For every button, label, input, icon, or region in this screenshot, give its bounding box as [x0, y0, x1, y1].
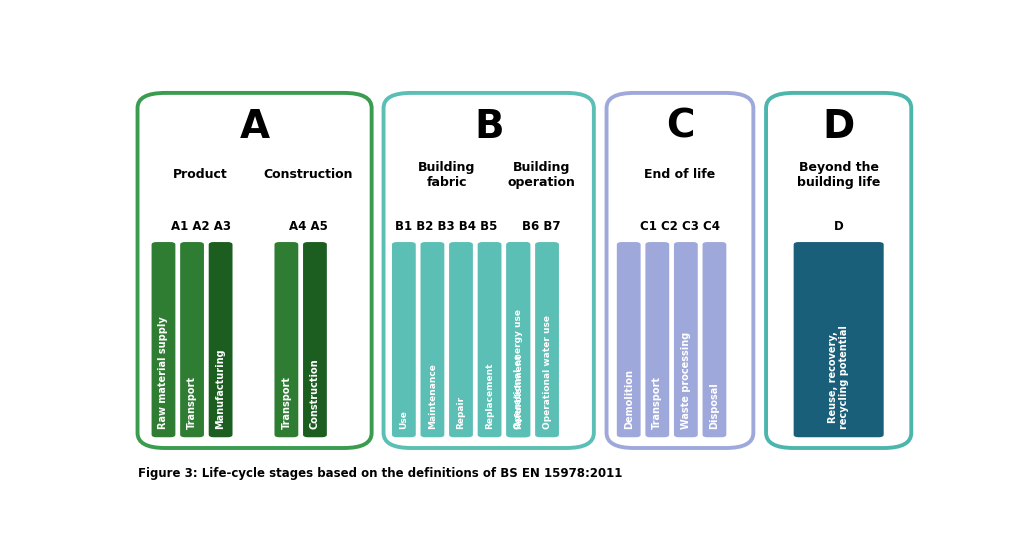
- Text: D: D: [822, 108, 855, 146]
- Text: Waste processing: Waste processing: [681, 332, 691, 429]
- FancyBboxPatch shape: [606, 93, 754, 448]
- Text: A1 A2 A3: A1 A2 A3: [171, 220, 230, 233]
- Text: Refurbishment: Refurbishment: [514, 354, 522, 429]
- Text: B1 B2 B3 B4 B5: B1 B2 B3 B4 B5: [395, 220, 498, 233]
- FancyBboxPatch shape: [702, 242, 726, 437]
- Text: Construction: Construction: [310, 359, 319, 429]
- FancyBboxPatch shape: [421, 242, 444, 437]
- Text: Product: Product: [173, 168, 228, 181]
- Text: Disposal: Disposal: [710, 383, 720, 429]
- Text: Building
operation: Building operation: [507, 160, 575, 188]
- FancyBboxPatch shape: [384, 93, 594, 448]
- Text: End of life: End of life: [644, 168, 716, 181]
- FancyBboxPatch shape: [392, 242, 416, 437]
- Text: A4 A5: A4 A5: [289, 220, 328, 233]
- Text: Maintenance: Maintenance: [428, 363, 437, 429]
- FancyBboxPatch shape: [506, 242, 530, 437]
- FancyBboxPatch shape: [645, 242, 670, 437]
- FancyBboxPatch shape: [766, 93, 911, 448]
- Text: Construction: Construction: [263, 168, 353, 181]
- FancyBboxPatch shape: [616, 242, 641, 437]
- Text: Reuse, recovery,
recycling potential: Reuse, recovery, recycling potential: [827, 325, 850, 429]
- Text: B: B: [474, 108, 504, 146]
- Text: Manufacturing: Manufacturing: [216, 349, 225, 429]
- Text: Transport: Transport: [187, 376, 197, 429]
- FancyBboxPatch shape: [674, 242, 697, 437]
- Text: Transport: Transport: [652, 376, 663, 429]
- FancyBboxPatch shape: [274, 242, 298, 437]
- FancyBboxPatch shape: [536, 242, 559, 437]
- FancyBboxPatch shape: [152, 242, 175, 437]
- Text: Operational energy use: Operational energy use: [514, 310, 523, 429]
- FancyBboxPatch shape: [137, 93, 372, 448]
- Text: B6 B7: B6 B7: [522, 220, 560, 233]
- FancyBboxPatch shape: [477, 242, 502, 437]
- FancyBboxPatch shape: [507, 242, 530, 437]
- FancyBboxPatch shape: [303, 242, 327, 437]
- Text: A: A: [240, 108, 269, 146]
- FancyBboxPatch shape: [180, 242, 204, 437]
- Text: Operational water use: Operational water use: [543, 315, 552, 429]
- Text: C: C: [666, 108, 694, 146]
- Text: Replacement: Replacement: [485, 363, 494, 429]
- Text: Demolition: Demolition: [624, 369, 634, 429]
- Text: Building
fabric: Building fabric: [418, 160, 475, 188]
- Text: Raw material supply: Raw material supply: [159, 317, 169, 429]
- Text: D: D: [834, 220, 844, 233]
- FancyBboxPatch shape: [794, 242, 884, 437]
- Text: Use: Use: [399, 410, 409, 429]
- Text: Figure 3: Life-cycle stages based on the definitions of BS EN 15978:2011: Figure 3: Life-cycle stages based on the…: [137, 467, 622, 480]
- Text: Repair: Repair: [457, 396, 466, 429]
- Text: Transport: Transport: [282, 376, 292, 429]
- FancyBboxPatch shape: [450, 242, 473, 437]
- FancyBboxPatch shape: [209, 242, 232, 437]
- Text: Beyond the
building life: Beyond the building life: [797, 160, 881, 188]
- Text: C1 C2 C3 C4: C1 C2 C3 C4: [640, 220, 720, 233]
